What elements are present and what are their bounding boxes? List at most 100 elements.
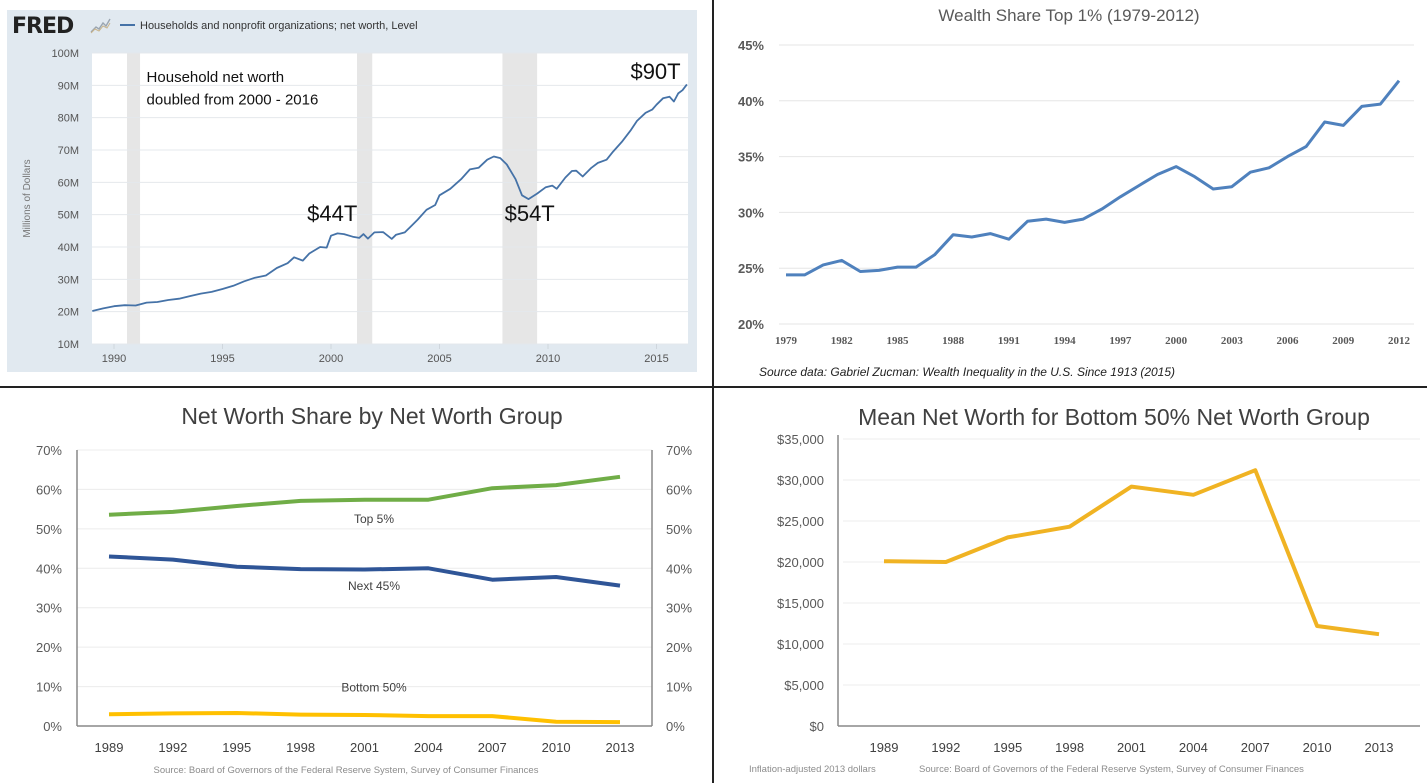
source-note: Source: Board of Governors of the Federa…	[154, 765, 539, 776]
text-annotation: Household net worth	[147, 69, 285, 86]
y-tick-label-right: 20%	[666, 640, 692, 655]
x-tick-label: 1979	[775, 335, 798, 347]
x-tick-label: 2004	[414, 740, 443, 755]
y-tick-label-left: 30%	[36, 601, 62, 616]
y-tick-label-left: 20%	[36, 640, 62, 655]
recession-band	[357, 53, 373, 344]
y-tick-label: 10M	[58, 339, 79, 351]
x-tick-label: 2013	[606, 740, 635, 755]
series-label: Bottom 50%	[341, 680, 407, 694]
y-tick-label: 20M	[58, 307, 79, 319]
y-tick-label-right: 10%	[666, 680, 692, 695]
y-tick-label-left: 70%	[36, 443, 62, 458]
y-tick-label-right: 0%	[666, 719, 685, 734]
x-tick-label: 1992	[931, 740, 960, 755]
x-tick-label: 1998	[286, 740, 315, 755]
y-tick-label: 45%	[738, 38, 764, 53]
series-line-top5	[108, 474, 621, 517]
y-tick-label: 30%	[738, 205, 764, 220]
x-tick-label: 1991	[998, 335, 1020, 347]
x-tick-label: 2000	[319, 353, 343, 365]
value-annotation: $54T	[505, 201, 555, 226]
value-annotation: $90T	[630, 59, 680, 84]
y-tick-label: 35%	[738, 150, 764, 165]
y-tick-label: 80M	[58, 113, 79, 125]
y-tick-label: 60M	[58, 177, 79, 189]
x-tick-label: 2010	[1303, 740, 1332, 755]
x-tick-label: 2004	[1179, 740, 1208, 755]
series-line-mean-net-worth	[883, 468, 1380, 637]
recession-band	[127, 53, 141, 344]
x-tick-label: 2005	[427, 353, 451, 365]
x-tick-label: 1994	[1054, 335, 1077, 347]
x-tick-label: 2012	[1388, 335, 1411, 347]
x-tick-label: 1989	[870, 740, 899, 755]
y-tick-label-right: 70%	[666, 443, 692, 458]
y-tick-label-right: 50%	[666, 522, 692, 537]
x-tick-label: 1995	[993, 740, 1022, 755]
x-tick-label: 2001	[1117, 740, 1146, 755]
y-tick-label: 25%	[738, 261, 764, 276]
chart-title: Wealth Share Top 1% (1979-2012)	[938, 6, 1199, 25]
y-tick-label-left: 10%	[36, 680, 62, 695]
y-tick-label: $0	[810, 719, 824, 734]
x-tick-label: 1998	[1055, 740, 1084, 755]
x-tick-label: 1985	[886, 335, 909, 347]
y-tick-label-right: 40%	[666, 561, 692, 576]
value-annotation: $44T	[307, 201, 357, 226]
units-note: Inflation-adjusted 2013 dollars	[749, 764, 876, 775]
source-note: Source: Board of Governors of the Federa…	[919, 764, 1304, 775]
x-tick-label: 2010	[536, 353, 560, 365]
x-tick-label: 1995	[210, 353, 234, 365]
y-tick-label-left: 50%	[36, 522, 62, 537]
chart-title: Mean Net Worth for Bottom 50% Net Worth …	[858, 404, 1370, 430]
x-tick-label: 2000	[1165, 335, 1188, 347]
vertical-divider	[712, 0, 714, 783]
x-tick-label: 1990	[102, 353, 126, 365]
share-chart: Net Worth Share by Net Worth Group 0% 0% 10…	[36, 403, 692, 776]
recession-band	[502, 53, 538, 344]
y-tick-label: 40M	[58, 242, 79, 254]
share-chart-panel: Net Worth Share by Net Worth Group 0% 0% 10…	[0, 388, 712, 783]
y-tick-label: $25,000	[777, 514, 824, 529]
x-tick-label: 2015	[644, 353, 668, 365]
x-tick-label: 1992	[158, 740, 187, 755]
series-line-bottom50	[108, 711, 621, 725]
mean-chart: Mean Net Worth for Bottom 50% Net Worth …	[749, 404, 1420, 775]
y-tick-label: 70M	[58, 145, 79, 157]
y-tick-label-left: 0%	[43, 719, 62, 734]
y-tick-label-left: 60%	[36, 482, 62, 497]
x-tick-label: 2006	[1277, 335, 1300, 347]
fred-chart-panel: 10M 20M 30M 40M 50M 60M 70M 80M 90M 100M 1990 1995 2…	[0, 0, 712, 386]
y-tick-label-left: 40%	[36, 561, 62, 576]
chart-title: Net Worth Share by Net Worth Group	[181, 403, 562, 429]
mean-chart-panel: Mean Net Worth for Bottom 50% Net Worth …	[714, 388, 1427, 783]
chart-line-icon-stroke	[90, 18, 111, 33]
y-tick-label: 100M	[51, 48, 79, 60]
y-tick-label: $30,000	[777, 473, 824, 488]
chart-line-icon	[90, 18, 111, 34]
y-tick-label: $35,000	[777, 432, 824, 447]
x-tick-label: 2007	[1241, 740, 1270, 755]
x-tick-label: 2007	[478, 740, 507, 755]
x-tick-label: 1995	[222, 740, 251, 755]
y-tick-label: $10,000	[777, 637, 824, 652]
y-tick-label: $15,000	[777, 596, 824, 611]
y-axis-label: Millions of Dollars	[22, 159, 33, 237]
x-tick-label: 2001	[350, 740, 379, 755]
series-label: Top 5%	[354, 512, 394, 526]
x-tick-label: 2003	[1221, 335, 1244, 347]
y-tick-label-right: 30%	[666, 601, 692, 616]
y-tick-label-right: 60%	[666, 482, 692, 497]
x-tick-label: 1989	[95, 740, 124, 755]
y-tick-label: $5,000	[784, 678, 824, 693]
text-annotation: doubled from 2000 - 2016	[147, 92, 319, 109]
horizontal-divider	[0, 386, 1427, 388]
y-tick-label: 50M	[58, 210, 79, 222]
chart-line-icon-stroke	[90, 22, 111, 34]
x-tick-label: 1982	[831, 335, 854, 347]
fred-logo: FRED	[12, 14, 74, 39]
y-tick-label: 30M	[58, 274, 79, 286]
y-tick-label: $20,000	[777, 555, 824, 570]
x-tick-label: 2009	[1332, 335, 1355, 347]
